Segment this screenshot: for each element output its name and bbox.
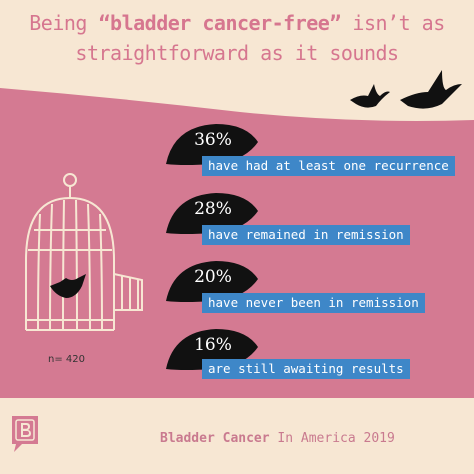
birdcage-icon [25, 173, 143, 331]
stat-label: have remained in remission [202, 225, 410, 245]
stat-label: are still awaiting results [202, 359, 410, 379]
sample-size: n= 420 [48, 354, 85, 365]
footer-rest: In America 2019 [277, 431, 395, 446]
headline-line-2: straightforward as it sounds [75, 41, 399, 65]
stat-percent: 36% [194, 130, 232, 150]
stat-percent: 16% [194, 335, 232, 355]
stat-percent: 28% [194, 199, 232, 219]
leaf-icon [166, 193, 258, 234]
headline-line-1: Being “bladder cancer-free” isn’t as [0, 10, 474, 36]
footer-brand: Bladder Cancer [160, 431, 270, 446]
headline-emphasis: “bladder cancer-free” [98, 11, 342, 35]
stat-percent: 20% [194, 267, 232, 287]
bird-icon [350, 70, 462, 109]
footer-source: Bladder Cancer In America 2019 [160, 431, 395, 446]
stat-label: have had at least one recurrence [202, 156, 455, 176]
stat-label: have never been in remission [202, 293, 425, 313]
headline-text-after: isn’t as [352, 11, 445, 35]
leaf-icon [166, 261, 258, 302]
leaf-icon [166, 124, 258, 165]
headline-text-before: Being [29, 11, 87, 35]
brand-logo-icon [12, 416, 38, 452]
